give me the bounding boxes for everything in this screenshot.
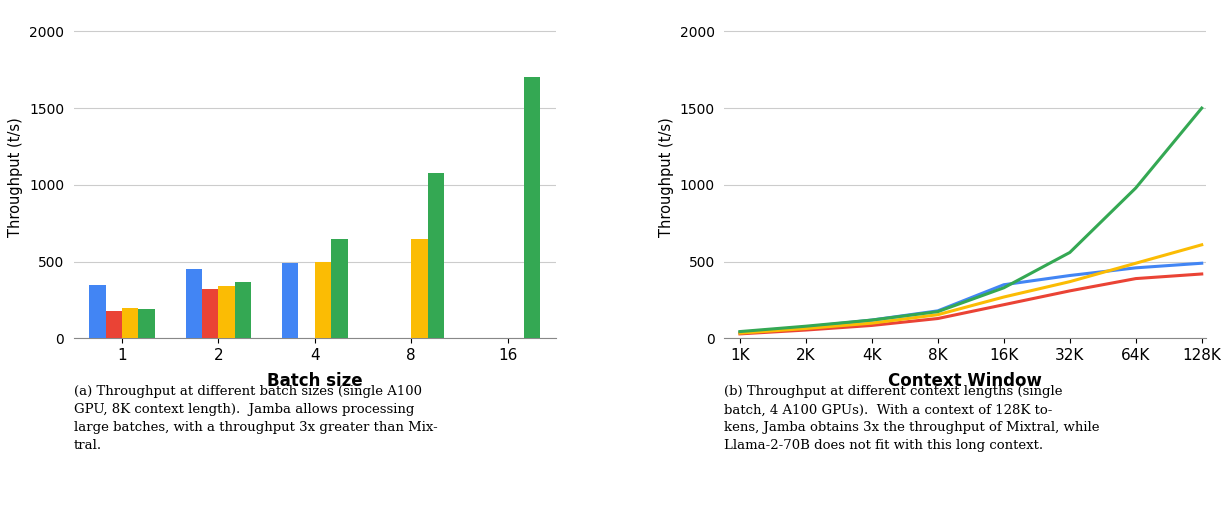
- Llama-2 13B: [931, 307, 945, 314]
- Line: Mixtral 8x7B: Mixtral 8x7B: [740, 245, 1201, 333]
- Line: Jamba: Jamba: [740, 108, 1201, 331]
- Llama-2 70B: [732, 331, 747, 337]
- Bar: [90, 285, 106, 338]
- Bar: [282, 263, 298, 338]
- Bar: [411, 239, 427, 338]
- Bar: [218, 286, 235, 338]
- Jamba: [1129, 185, 1144, 191]
- Jamba: [931, 309, 945, 315]
- Llama-2 13B: [732, 329, 747, 336]
- Llama-2 13B: [1129, 264, 1144, 271]
- Line: Llama-2 13B: Llama-2 13B: [740, 263, 1201, 332]
- Text: (b) Throughput at different context lengths (single
batch, 4 A100 GPUs).  With a: (b) Throughput at different context leng…: [725, 385, 1101, 452]
- Y-axis label: Throughput (t/s): Throughput (t/s): [9, 118, 23, 237]
- Jamba: [1062, 250, 1077, 256]
- Mixtral 8x7B: [1129, 260, 1144, 267]
- Llama-2 13B: [1194, 260, 1209, 267]
- Mixtral 8x7B: [1062, 278, 1077, 285]
- Bar: [315, 262, 331, 338]
- Jamba: [864, 317, 879, 323]
- Llama-2 70B: [799, 327, 814, 333]
- Llama-2 70B: [996, 302, 1011, 308]
- Bar: [427, 172, 444, 338]
- Bar: [235, 282, 251, 338]
- Jamba: [1194, 105, 1209, 111]
- Jamba: [732, 328, 747, 335]
- Llama-2 13B: [799, 324, 814, 330]
- Text: (a) Throughput at different batch sizes (single A100
GPU, 8K context length).  J: (a) Throughput at different batch sizes …: [74, 385, 437, 452]
- Llama-2 70B: [931, 315, 945, 322]
- Llama-2 70B: [1129, 276, 1144, 282]
- Llama-2 70B: [864, 322, 879, 329]
- Llama-2 70B: [1062, 288, 1077, 294]
- Mixtral 8x7B: [931, 312, 945, 318]
- Bar: [186, 269, 202, 338]
- Bar: [331, 239, 347, 338]
- Bar: [202, 289, 218, 338]
- Llama-2 70B: [1194, 271, 1209, 277]
- Bar: [106, 311, 122, 338]
- Mixtral 8x7B: [864, 320, 879, 326]
- X-axis label: Batch size: Batch size: [267, 371, 363, 389]
- Jamba: [996, 285, 1011, 291]
- Mixtral 8x7B: [996, 294, 1011, 300]
- X-axis label: Context Window: Context Window: [889, 371, 1043, 389]
- Mixtral 8x7B: [732, 330, 747, 336]
- Y-axis label: Throughput (t/s): Throughput (t/s): [659, 118, 675, 237]
- Llama-2 13B: [1062, 272, 1077, 279]
- Llama-2 13B: [864, 317, 879, 323]
- Jamba: [799, 323, 814, 329]
- Mixtral 8x7B: [1194, 242, 1209, 248]
- Llama-2 13B: [996, 281, 1011, 288]
- Bar: [524, 77, 540, 338]
- Mixtral 8x7B: [799, 325, 814, 331]
- Bar: [138, 309, 155, 338]
- Line: Llama-2 70B: Llama-2 70B: [740, 274, 1201, 334]
- Bar: [122, 308, 138, 338]
